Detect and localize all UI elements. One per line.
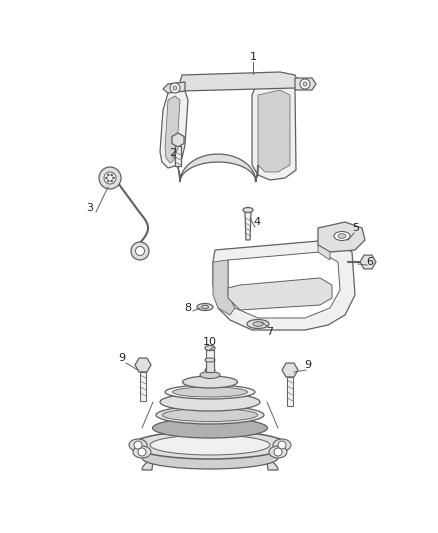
Polygon shape <box>178 154 258 182</box>
Circle shape <box>170 83 180 93</box>
Text: 7: 7 <box>266 327 274 337</box>
Text: 9: 9 <box>304 360 311 370</box>
Ellipse shape <box>200 372 220 378</box>
Ellipse shape <box>156 406 264 424</box>
Circle shape <box>105 177 108 179</box>
Polygon shape <box>228 252 340 318</box>
Polygon shape <box>180 72 298 91</box>
Ellipse shape <box>150 435 270 455</box>
Ellipse shape <box>201 305 208 309</box>
Polygon shape <box>165 96 180 163</box>
Polygon shape <box>287 377 293 406</box>
Text: 3: 3 <box>86 203 93 213</box>
Ellipse shape <box>205 358 215 362</box>
Circle shape <box>107 180 110 182</box>
Polygon shape <box>163 82 185 93</box>
Circle shape <box>134 441 142 449</box>
Ellipse shape <box>197 303 213 311</box>
Circle shape <box>138 448 146 456</box>
Ellipse shape <box>273 439 291 451</box>
Circle shape <box>107 174 110 176</box>
Ellipse shape <box>247 319 269 328</box>
Ellipse shape <box>152 418 268 438</box>
Ellipse shape <box>269 446 287 458</box>
Circle shape <box>104 172 116 184</box>
Polygon shape <box>142 435 278 470</box>
Circle shape <box>112 177 115 179</box>
Polygon shape <box>175 146 181 166</box>
Text: 5: 5 <box>353 223 360 233</box>
Polygon shape <box>213 240 355 330</box>
Ellipse shape <box>183 376 237 388</box>
Circle shape <box>99 167 121 189</box>
Ellipse shape <box>334 231 350 240</box>
Circle shape <box>110 174 113 176</box>
Polygon shape <box>213 260 235 315</box>
Ellipse shape <box>142 447 278 469</box>
Text: 10: 10 <box>203 337 217 347</box>
Polygon shape <box>252 84 296 180</box>
Ellipse shape <box>162 408 258 422</box>
Circle shape <box>173 86 177 90</box>
Ellipse shape <box>338 234 346 238</box>
Text: 6: 6 <box>367 257 374 267</box>
Polygon shape <box>160 88 188 168</box>
Circle shape <box>300 79 310 89</box>
Circle shape <box>278 441 286 449</box>
Polygon shape <box>258 90 290 172</box>
Ellipse shape <box>129 439 147 451</box>
Ellipse shape <box>133 431 287 459</box>
Circle shape <box>274 448 282 456</box>
Ellipse shape <box>133 446 151 458</box>
Text: 9: 9 <box>118 353 126 363</box>
Ellipse shape <box>243 207 253 213</box>
Circle shape <box>131 242 149 260</box>
Polygon shape <box>140 372 146 401</box>
Polygon shape <box>206 350 214 370</box>
Polygon shape <box>295 78 316 90</box>
Circle shape <box>135 246 145 255</box>
Text: 1: 1 <box>250 52 257 62</box>
Text: 2: 2 <box>170 148 177 158</box>
Polygon shape <box>318 245 330 260</box>
Ellipse shape <box>173 387 247 397</box>
Ellipse shape <box>253 322 263 326</box>
Polygon shape <box>228 278 332 310</box>
Polygon shape <box>206 360 214 372</box>
Text: 8: 8 <box>184 303 191 313</box>
Polygon shape <box>245 212 251 240</box>
Ellipse shape <box>160 393 260 411</box>
Ellipse shape <box>165 385 255 399</box>
Ellipse shape <box>205 368 215 372</box>
Polygon shape <box>318 222 365 252</box>
Ellipse shape <box>205 345 215 351</box>
Text: 4: 4 <box>254 217 261 227</box>
Circle shape <box>110 180 113 182</box>
Circle shape <box>303 82 307 86</box>
